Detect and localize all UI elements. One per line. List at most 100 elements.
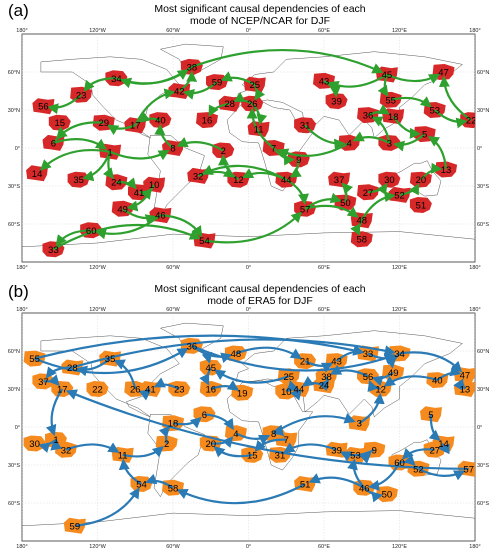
causal-link-53-to-22 — [433, 109, 468, 129]
mode-label-26: 26 — [247, 99, 258, 110]
mode-label-52: 52 — [413, 464, 424, 475]
causal-link-22-to-47 — [438, 75, 472, 122]
mode-label-44: 44 — [281, 175, 292, 186]
causal-link-39-to-31 — [283, 442, 338, 453]
causal-link-49-to-46 — [122, 207, 157, 225]
mode-label-45: 45 — [382, 70, 393, 81]
causal-link-13-to-47 — [453, 378, 466, 391]
mode-label-18: 18 — [388, 112, 399, 123]
lon-tick-bottom: 120°E — [392, 265, 407, 271]
lon-tick-top: 60°W — [166, 307, 180, 313]
coastline — [147, 135, 205, 219]
panel-a-title-line2: mode of NCEP/NCAR for DJF — [189, 15, 331, 27]
causal-link-57-to-48 — [304, 204, 359, 218]
mode-label-45: 45 — [205, 363, 216, 374]
causal-link-15-to-20 — [213, 446, 253, 458]
mode-label-49: 49 — [117, 204, 128, 215]
mode-label-10: 10 — [281, 387, 292, 398]
mode-label-56: 56 — [38, 102, 49, 113]
panel-b-title: Most significant causal dependencies of … — [110, 283, 410, 307]
mode-label-31: 31 — [275, 450, 286, 461]
mode-label-58: 58 — [168, 483, 179, 494]
causal-link-1-to-14 — [39, 148, 111, 171]
mode-label-51: 51 — [300, 480, 311, 491]
causal-link-55-to-53 — [390, 96, 432, 108]
mode-label-14: 14 — [32, 169, 43, 180]
causal-link-17-to-1 — [45, 388, 64, 437]
causal-link-20-to-13 — [420, 162, 443, 181]
causal-link-23-to-41 — [153, 377, 180, 390]
mode-label-27: 27 — [429, 445, 440, 456]
causal-link-9-to-44 — [289, 159, 302, 178]
causal-link-54-to-11 — [118, 458, 143, 485]
mode-label-48: 48 — [356, 216, 367, 227]
causal-link-60-to-52 — [399, 454, 416, 467]
mode-label-34: 34 — [394, 349, 405, 360]
mode-label-24: 24 — [111, 178, 122, 189]
lon-tick-bottom: 180° — [16, 544, 27, 550]
coastline — [159, 43, 224, 73]
causal-link-8-to-3 — [273, 413, 356, 435]
mode-label-39: 39 — [331, 97, 342, 108]
causal-link-48-to-52 — [360, 191, 396, 221]
lat-tick-right: 30°S — [477, 184, 489, 190]
mode-region-22 — [86, 381, 109, 397]
lon-tick-top: 120°W — [89, 28, 106, 34]
mode-label-28: 28 — [67, 363, 78, 374]
mode-label-6: 6 — [51, 138, 56, 149]
mode-label-51: 51 — [416, 201, 427, 212]
lon-tick-top: 180° — [16, 28, 27, 34]
causal-link-5-to-3 — [393, 133, 426, 152]
lon-tick-top: 0° — [246, 28, 251, 34]
mode-label-25: 25 — [250, 80, 261, 91]
mode-label-20: 20 — [205, 439, 216, 450]
mode-label-41: 41 — [134, 188, 145, 199]
lat-tick-right: 0° — [477, 425, 482, 431]
lon-tick-top: 0° — [246, 307, 251, 313]
lon-tick-bottom: 120°W — [89, 265, 106, 271]
causal-link-46-to-51 — [308, 473, 365, 489]
lat-tick-left: 0° — [15, 425, 20, 431]
causal-link-40-to-12 — [383, 375, 438, 387]
causal-link-32-to-12 — [197, 167, 236, 178]
mode-label-19: 19 — [237, 388, 248, 399]
causal-link-35-to-28 — [76, 357, 111, 377]
mode-label-56: 56 — [363, 372, 374, 383]
mode-label-60: 60 — [394, 458, 405, 469]
coastline — [226, 379, 314, 471]
mode-label-40: 40 — [155, 116, 166, 127]
lat-tick-right: 30°S — [477, 463, 489, 469]
causal-link-1-to-24 — [102, 151, 115, 180]
causal-link-20-to-4 — [210, 436, 234, 449]
lon-tick-top: 120°W — [89, 307, 106, 313]
mode-label-39: 39 — [331, 445, 342, 456]
lat-tick-right: 60°S — [477, 222, 489, 228]
causal-link-45-to-16 — [199, 367, 212, 386]
causal-link-57-to-50 — [304, 192, 342, 210]
causal-link-3-to-12 — [358, 392, 385, 425]
mode-label-33: 33 — [363, 349, 374, 360]
causal-link-32-to-11 — [65, 442, 120, 453]
causal-link-26-to-28 — [233, 92, 253, 105]
causal-link-1-to-8 — [109, 149, 170, 161]
mode-label-31: 31 — [300, 121, 311, 132]
mode-label-21: 21 — [300, 357, 311, 368]
causal-link-45-to-43 — [327, 73, 388, 92]
mode-label-22: 22 — [92, 385, 103, 396]
mode-label-43: 43 — [319, 76, 330, 87]
mode-label-37: 37 — [334, 175, 345, 186]
coastline — [22, 510, 475, 541]
causal-link-7-to-26 — [246, 107, 275, 149]
mode-label-57: 57 — [463, 464, 474, 475]
mode-label-46: 46 — [359, 483, 370, 494]
mode-label-11: 11 — [254, 125, 264, 136]
causal-link-54-to-57 — [204, 211, 303, 244]
causal-link-4-to-8 — [235, 432, 271, 445]
lon-tick-bottom: 0° — [246, 544, 251, 550]
causal-link-12-to-56 — [367, 379, 381, 393]
mode-label-35: 35 — [105, 354, 116, 365]
causal-link-18-to-5 — [392, 115, 421, 139]
causal-link-7-to-9 — [272, 147, 295, 166]
